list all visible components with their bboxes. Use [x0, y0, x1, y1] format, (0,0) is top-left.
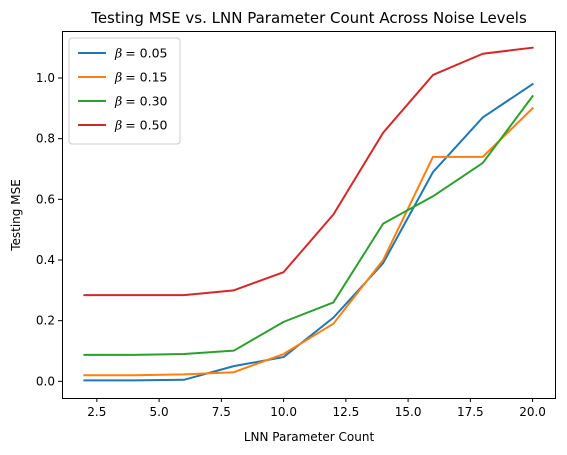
y-tick-label: 0.6 — [36, 192, 55, 206]
legend-label: β = 0.15 — [114, 70, 168, 85]
x-tick-label: 7.5 — [212, 405, 231, 419]
plot-frame — [62, 31, 556, 399]
legend-symbol: β — [114, 70, 122, 85]
x-axis-label: LNN Parameter Count — [244, 430, 375, 444]
y-tick-label: 0.2 — [36, 314, 55, 328]
legend-value: = 0.15 — [125, 70, 167, 85]
y-tick-label: 0.8 — [36, 132, 55, 146]
legend-symbol: β — [114, 94, 122, 109]
y-axis-ticks: 0.0 0.2 0.4 0.6 0.8 1.0 — [36, 71, 62, 388]
legend-symbol: β — [114, 118, 122, 133]
legend-value: = 0.30 — [125, 94, 167, 109]
x-tick-label: 5.0 — [150, 405, 169, 419]
x-tick-label: 10.0 — [270, 405, 297, 419]
series-line-1 — [83, 82, 534, 382]
y-tick-label: 0.4 — [36, 253, 55, 267]
y-axis-label: Testing MSE — [9, 179, 23, 252]
y-tick-label: 1.0 — [36, 71, 55, 85]
legend-value: = 0.05 — [125, 46, 167, 61]
legend: β = 0.05β = 0.15β = 0.30β = 0.50 — [68, 37, 181, 145]
x-tick-label: 15.0 — [395, 405, 422, 419]
legend-label: β = 0.30 — [114, 94, 168, 109]
series-line-2 — [83, 106, 535, 377]
x-tick-label: 17.5 — [457, 405, 484, 419]
x-tick-label: 12.5 — [332, 405, 359, 419]
series-line-3 — [83, 94, 534, 356]
series-layer — [83, 46, 535, 382]
legend-label: β = 0.05 — [114, 46, 168, 61]
y-tick-label: 0.0 — [36, 374, 55, 388]
legend-label: β = 0.50 — [114, 118, 168, 133]
legend-box — [68, 37, 181, 145]
x-tick-label: 20.0 — [519, 405, 546, 419]
series-line-4 — [83, 46, 534, 297]
legend-symbol: β — [114, 46, 122, 61]
chart-title: Testing MSE vs. LNN Parameter Count Acro… — [90, 9, 527, 27]
x-tick-label: 2.5 — [87, 405, 106, 419]
legend-value: = 0.50 — [125, 118, 167, 133]
x-axis-ticks: 2.5 5.0 7.5 10.0 12.5 15.0 17.5 20.0 — [87, 398, 546, 419]
